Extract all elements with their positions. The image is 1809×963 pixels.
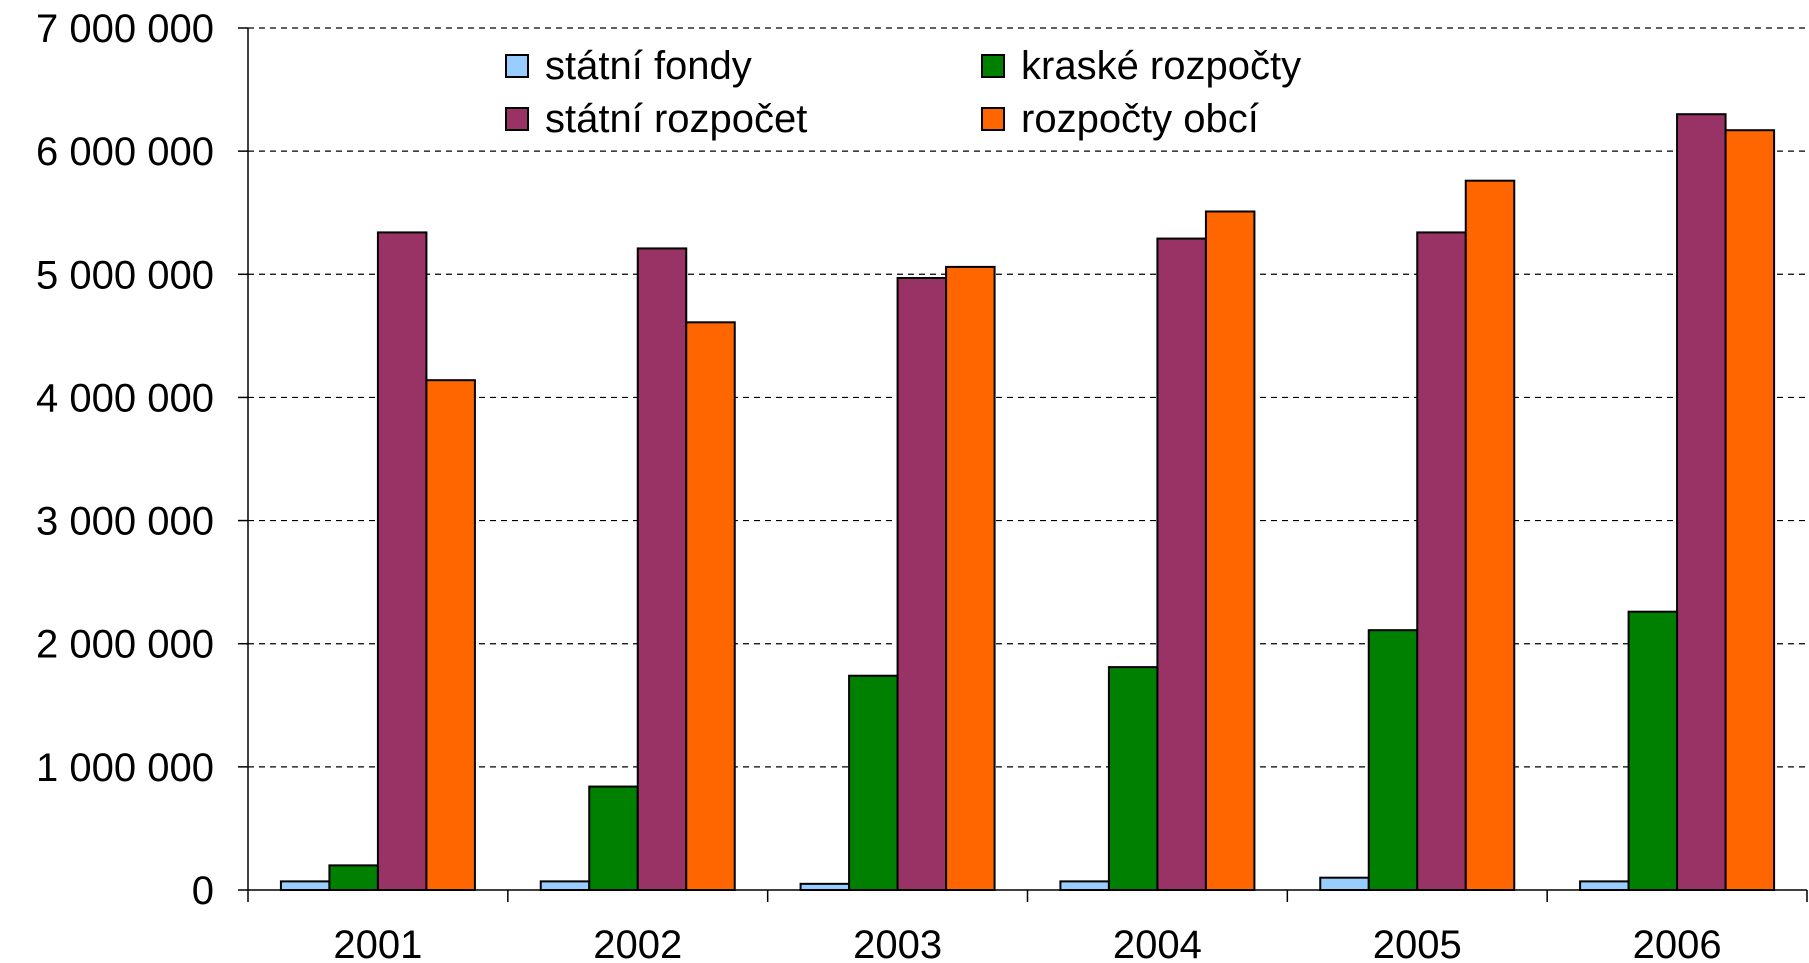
legend-swatch [981, 54, 1005, 78]
bar [1204, 210, 1256, 892]
bar [799, 882, 851, 891]
bar [848, 674, 899, 892]
legend-label: státní rozpočet [545, 97, 807, 141]
bar [328, 864, 379, 891]
y-tick-label: 3 000 000 [36, 500, 214, 544]
tick-labels: 0 1 000 000 2 000 000 3 000 000 4 000 000 5 0… [36, 7, 1722, 963]
bar [945, 265, 996, 891]
legend-swatch [505, 107, 529, 131]
x-tick-label: 2006 [1633, 923, 1722, 963]
bar [1579, 880, 1630, 892]
x-tick-label: 2005 [1373, 923, 1462, 963]
y-tick-label: 2 000 000 [36, 623, 214, 667]
bar [1724, 129, 1776, 892]
bar [376, 231, 428, 892]
legend-label: státní fondy [545, 44, 752, 88]
legend-swatch [981, 107, 1005, 131]
bar [636, 247, 688, 891]
legend-label: rozpočty obcí [1021, 97, 1259, 141]
bar [1059, 880, 1110, 892]
x-tick-label: 2004 [1113, 923, 1202, 963]
x-tick-label: 2001 [333, 923, 422, 963]
bar [1627, 610, 1679, 891]
y-tick-label: 0 [192, 869, 214, 913]
bar [1676, 113, 1727, 891]
legend: státní fondy kraské rozpočty státní rozpoč… [505, 44, 1301, 141]
bar [685, 321, 736, 892]
x-tick-label: 2002 [593, 923, 682, 963]
y-tick-label: 6 000 000 [36, 130, 214, 174]
bar [1107, 666, 1159, 892]
bar [588, 785, 639, 891]
y-tick-label: 7 000 000 [36, 7, 214, 51]
bar [1156, 237, 1207, 891]
y-tick-label: 1 000 000 [36, 746, 214, 790]
bar [279, 880, 331, 892]
bar [1367, 629, 1419, 891]
bar [1416, 231, 1467, 892]
bar [1319, 876, 1370, 892]
bar [1464, 179, 1516, 891]
legend-swatch [505, 54, 529, 78]
gridlines [248, 27, 1807, 768]
y-tick-label: 4 000 000 [36, 376, 214, 420]
bar [896, 276, 948, 892]
bar [539, 880, 591, 892]
bar [425, 379, 476, 891]
x-tick-label: 2003 [853, 923, 942, 963]
axes [238, 27, 1808, 902]
bars [279, 113, 1776, 892]
legend-label: kraské rozpočty [1021, 44, 1301, 88]
y-tick-label: 5 000 000 [36, 253, 214, 297]
